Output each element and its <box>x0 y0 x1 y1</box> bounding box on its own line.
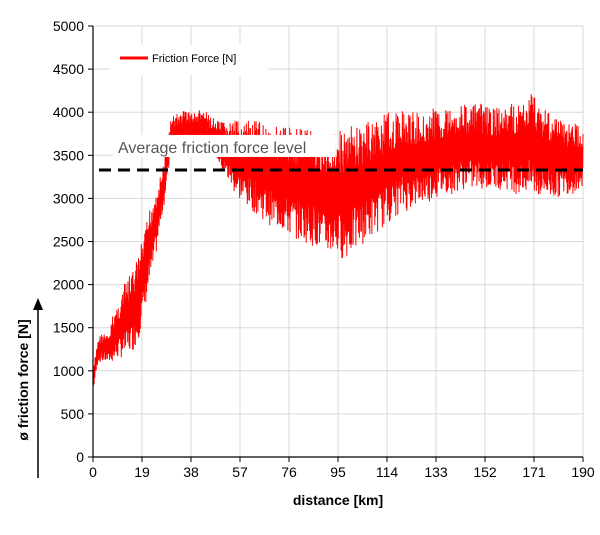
axes <box>33 26 583 478</box>
y-tick-label: 3000 <box>53 190 84 206</box>
y-tick-label: 1500 <box>53 320 84 336</box>
legend-box <box>110 45 268 75</box>
y-axis-title: ø friction force [N] <box>15 319 31 440</box>
x-tick-label: 133 <box>424 464 448 480</box>
y-tick-label: 3500 <box>53 147 84 163</box>
average-label-bg <box>113 134 335 157</box>
x-tick-label: 171 <box>522 464 546 480</box>
y-tick-label: 2000 <box>53 277 84 293</box>
x-tick-label: 152 <box>473 464 497 480</box>
x-tick-label: 38 <box>183 464 199 480</box>
x-tick-label: 95 <box>330 464 346 480</box>
x-axis-title: distance [km] <box>293 492 383 508</box>
y-tick-label: 4500 <box>53 61 84 77</box>
x-tick-label: 114 <box>376 464 399 480</box>
y-tick-label: 4000 <box>53 104 84 120</box>
legend-label: Friction Force [N] <box>152 53 236 65</box>
x-tick-label: 19 <box>134 464 150 480</box>
legend: Friction Force [N] <box>110 45 268 75</box>
average-label: Average friction force level <box>118 140 306 157</box>
y-tick-label: 1000 <box>53 363 84 379</box>
x-tick-label: 190 <box>571 464 595 480</box>
y-tick-labels: 0 500 1000 1500 2000 2500 3000 3500 4000 4500 5000 <box>53 18 93 465</box>
y-axis-arrow-head <box>33 298 43 310</box>
x-tick-label: 0 <box>89 464 97 480</box>
x-tick-labels: 0 19 38 57 76 95 114 133 152 171 190 <box>89 457 595 480</box>
average-line-group: Average friction force level <box>99 134 583 172</box>
x-tick-label: 76 <box>281 464 297 480</box>
y-tick-label: 500 <box>61 406 85 422</box>
y-tick-label: 5000 <box>53 18 84 34</box>
y-tick-label: 2500 <box>53 234 84 250</box>
x-tick-label: 57 <box>232 464 248 480</box>
y-tick-label: 0 <box>76 449 84 465</box>
